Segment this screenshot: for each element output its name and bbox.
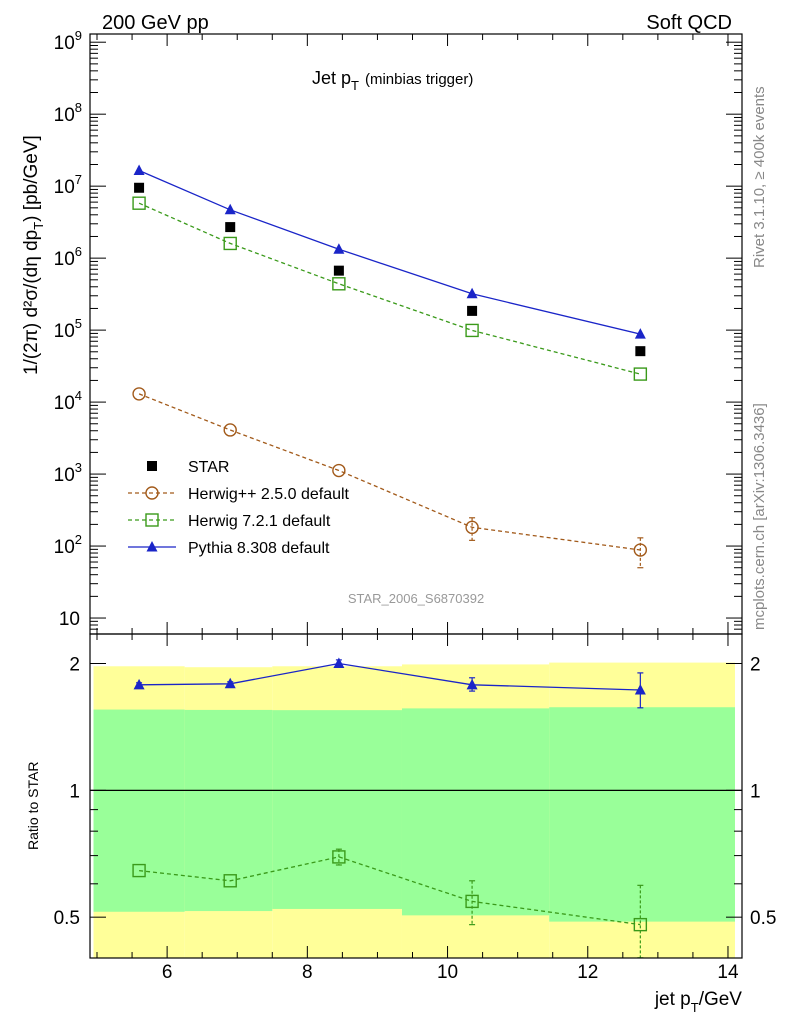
x-tick-label: 8 [302,962,313,983]
left-title: 200 GeV pp [102,12,209,34]
analysis-id: STAR_2006_S6870392 [348,591,484,606]
main-pythia-line [138,169,641,335]
band-inner-segment [272,710,402,909]
y-tick-label: 104 [54,388,82,414]
y-axis-label-main: 1/(2π) d²σ/(dη dpT) [pb/GeV] [21,135,46,375]
legend-herwig7-label: Herwig 7.2.1 default [188,513,331,530]
y-tick-label: 102 [54,532,82,558]
main-star-point [134,182,145,193]
legend-herwig7-marker [145,513,159,527]
main-herwig7-point [223,236,237,251]
x-tick-label: 14 [717,962,739,983]
main-star-point [467,305,478,316]
legend-herwigpp-marker [145,486,159,500]
legend-star-label: STAR [188,459,229,476]
ratio-y-tick-label-right: 2 [750,655,761,676]
legend-herwigpp-label: Herwig++ 2.5.0 default [188,486,350,503]
ratio-herwig7-point [223,874,237,888]
ratio-herwig7-point [332,850,346,864]
main-star-point [225,222,236,233]
y-tick-label: 105 [54,316,82,342]
main-herwig7-point [332,277,346,291]
main-herwigpp-point [132,387,146,401]
x-axis-label: jet pT/GeV [654,989,742,1015]
ratio-herwig7-point [633,917,648,932]
x-tick-label: 6 [162,962,173,983]
y-tick-label: 10 [59,609,80,630]
rivet-label: Rivet 3.1.10, ≥ 400k events [751,86,768,268]
main-herwigpp-point [633,543,648,557]
band-inner-segment [93,709,185,912]
band-inner-segment [549,707,735,922]
main-series-group [132,164,648,569]
ratio-pythia-point [333,657,345,669]
ratio-pythia-point [224,677,236,689]
ratio-herwig7-point [132,863,146,878]
main-herwigpp-point [332,463,346,478]
main-pythia-point [333,243,345,254]
ratio-y-tick-label-left: 2 [69,655,80,676]
main-herwigpp-line [138,393,641,551]
legend-pythia-label: Pythia 8.308 default [188,540,330,557]
ratio-y-tick-label-right: 0.5 [750,908,776,929]
main-herwigpp-point [223,423,237,437]
x-tick-label: 12 [577,962,598,983]
y-tick-label: 107 [54,172,82,198]
ratio-pythia-point [634,684,646,695]
ratio-y-tick-label-left: 0.5 [54,908,80,929]
main-herwig7-line [138,202,641,375]
ratio-herwig7-point [465,894,479,909]
main-pythia-point [224,203,236,215]
mcplots-label: mcplots.cern.ch [arXiv:1306.3436] [751,403,768,630]
ratio-frame [89,633,743,959]
right-title: Soft QCD [646,12,732,34]
main-star-point [635,346,646,357]
x-tick-label: 10 [437,962,458,983]
ratio-series-group [132,657,648,959]
legend: STAR Herwig++ 2.5.0 default Herwig 7.2.1 d… [128,459,350,557]
y-axis-label-ratio: Ratio to STAR [25,762,41,850]
main-pythia-point [634,328,646,339]
plot-title: Jet pT (minbias trigger) [312,68,473,93]
y-tick-label: 108 [54,100,82,126]
legend-pythia-marker [146,541,158,552]
ratio-pythia-point [466,678,478,690]
y-tick-label: 103 [54,460,82,486]
main-herwig7-point [132,196,146,210]
band-inner-segment [401,708,550,916]
main-pythia-point [466,287,478,299]
y-tick-label: 109 [54,28,82,54]
main-herwig7-point [465,323,479,338]
y-tick-label: 106 [54,244,82,270]
main-star-point [333,265,344,276]
ratio-herwig7-line [139,856,641,926]
main-pythia-point [133,164,145,176]
main-herwigpp-point [465,520,479,535]
band-inner-segment [184,709,273,912]
main-herwig7-point [633,367,648,381]
ratio-uncertainty-bands [93,662,735,958]
ratio-y-tick-label-right: 1 [750,781,761,802]
ratio-pythia-point [133,678,145,690]
ratio-y-tick-label-left: 1 [69,781,80,802]
legend-star-marker [147,461,157,471]
